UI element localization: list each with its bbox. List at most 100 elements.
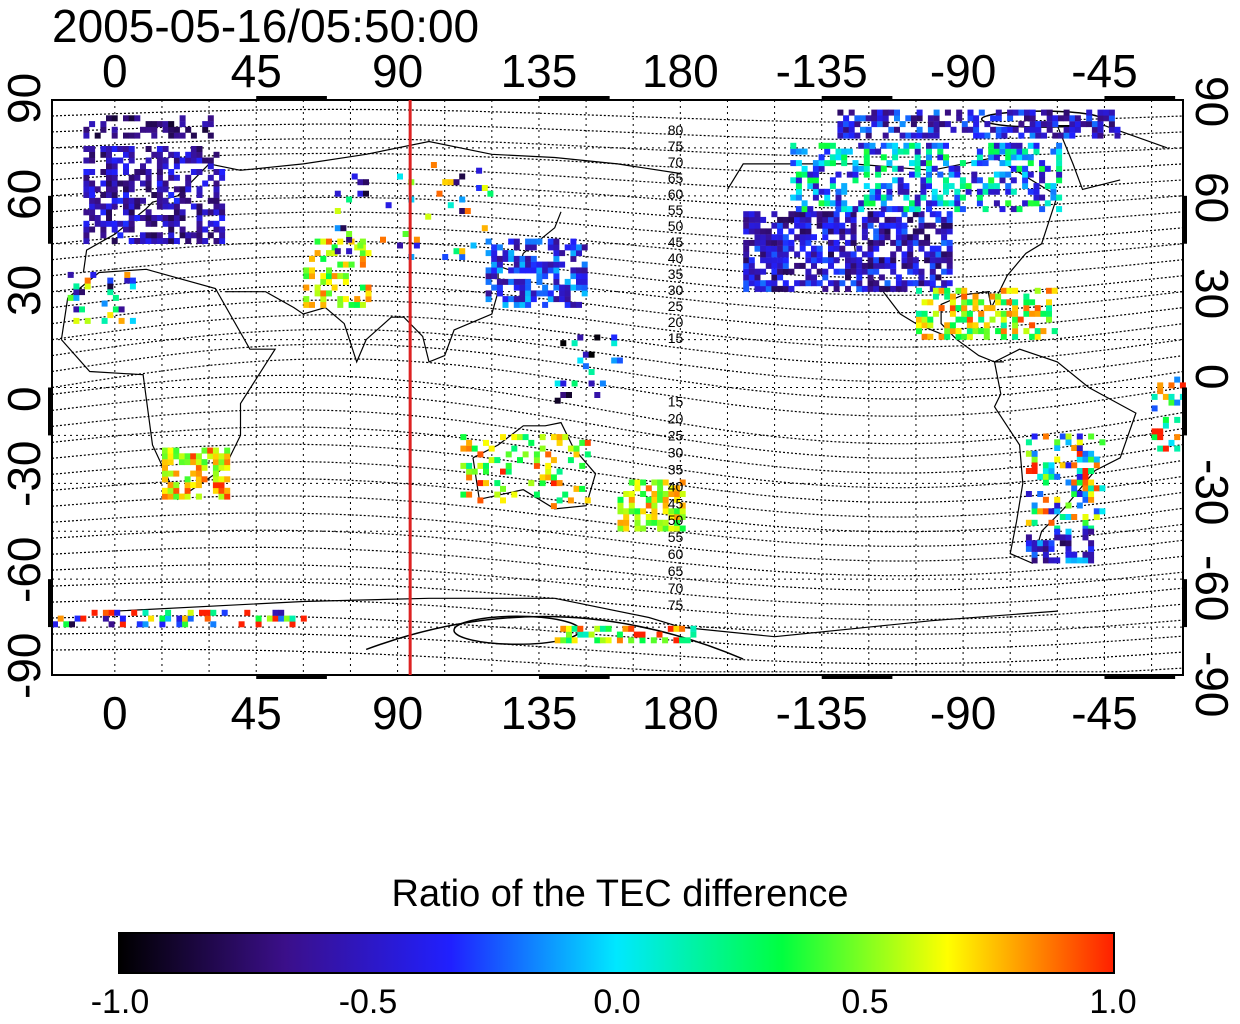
tec-pixel (204, 609, 211, 616)
tec-pixel (533, 457, 540, 464)
tec-pixel (508, 296, 515, 303)
tec-pixel (123, 209, 129, 216)
tec-pixel (436, 190, 443, 197)
tec-pixel (628, 491, 635, 497)
tec-pixel (326, 267, 332, 274)
tec-pixel (903, 206, 910, 213)
tec-pixel (901, 257, 908, 264)
tec-pixel (218, 459, 225, 466)
tec-pixel (668, 491, 675, 497)
tec-pixel (123, 192, 129, 198)
tec-pixel (570, 301, 577, 308)
tec-pixel (1039, 194, 1046, 201)
contour-line (51, 460, 1184, 518)
tec-pixel (505, 462, 512, 469)
tec-pixel (861, 222, 868, 229)
tec-pixel (485, 290, 492, 297)
tec-pixel (1071, 491, 1078, 497)
tec-pixel (224, 464, 231, 471)
tec-pixel (500, 485, 506, 492)
tec-pixel (662, 479, 669, 486)
tec-pixel (929, 251, 936, 258)
tec-pixel (1031, 519, 1038, 526)
tec-pixel (628, 508, 635, 515)
tec-pixel (651, 491, 658, 497)
tec-pixel (320, 296, 327, 303)
tec-pixel (944, 293, 951, 300)
tec-pixel (1071, 479, 1078, 486)
tec-pixel (1022, 200, 1029, 207)
tec-pixel (616, 357, 623, 364)
tec-pixel (539, 434, 546, 441)
longitude-tick-label: -90 (929, 45, 997, 97)
tec-pixel (111, 180, 118, 187)
tec-pixel (640, 508, 647, 515)
tec-pixel (89, 203, 96, 210)
tec-pixel (380, 236, 386, 243)
tec-pixel (224, 493, 231, 500)
tec-pixel (1023, 293, 1030, 300)
tec-pixel (833, 285, 840, 292)
tec-pixel (673, 625, 680, 632)
tec-pixel (173, 186, 180, 193)
tec-pixel (805, 228, 812, 235)
tec-pixel (553, 250, 560, 257)
tec-pixel (576, 284, 582, 291)
tec-pixel (935, 216, 942, 223)
tec-pixel (83, 238, 90, 244)
tec-pixel (1082, 557, 1089, 564)
tec-pixel (162, 470, 168, 477)
tec-pixel (782, 245, 789, 252)
tec-pixel (748, 239, 755, 246)
tec-pixel (944, 109, 951, 116)
tec-pixel (754, 228, 761, 235)
tec-pixel (811, 211, 817, 218)
tec-pixel (760, 216, 767, 223)
tec-pixel (1097, 121, 1104, 128)
tec-data-pixels (52, 109, 1186, 644)
tec-pixel (1103, 115, 1110, 122)
grid-lines (52, 100, 1183, 675)
tec-pixel (202, 209, 209, 216)
tec-pixel (1168, 393, 1175, 400)
tec-pixel (539, 445, 546, 452)
tec-pixel (528, 439, 535, 446)
tec-pixel (657, 496, 664, 503)
tec-pixel (207, 174, 214, 181)
tec-pixel (1027, 154, 1034, 161)
tec-pixel (425, 213, 432, 220)
tec-pixel (131, 609, 138, 616)
tec-pixel (182, 621, 189, 628)
tec-pixel (918, 280, 925, 287)
tec-pixel (999, 160, 1006, 167)
tec-pixel (1023, 310, 1030, 317)
tec-pixel (1114, 132, 1121, 139)
tec-pixel (816, 222, 823, 229)
tec-pixel (924, 280, 931, 287)
tec-pixel (854, 121, 861, 128)
tec-pixel (83, 157, 90, 164)
tec-pixel (657, 479, 664, 486)
tec-pixel (837, 126, 844, 133)
tec-pixel (485, 267, 492, 274)
tec-pixel (129, 283, 136, 290)
tick-bar (48, 579, 53, 628)
tec-pixel (89, 192, 96, 198)
tec-pixel (875, 171, 882, 178)
contour-line (51, 240, 1184, 279)
tec-pixel (748, 268, 755, 275)
tec-pixel (508, 255, 515, 262)
tec-pixel (567, 445, 574, 452)
tec-pixel (201, 459, 208, 466)
tec-pixel (309, 273, 315, 280)
tec-pixel (1039, 160, 1046, 167)
tec-pixel (167, 482, 174, 489)
contour-line (51, 632, 1184, 665)
tec-pixel (882, 109, 889, 116)
tec-pixel (162, 487, 168, 494)
tec-pixel (760, 245, 767, 252)
tec-pixel (617, 508, 624, 515)
tec-pixel (579, 462, 586, 469)
tec-map: 8075706560555045403530252015152025303540… (48, 96, 1187, 679)
tec-pixel (1042, 540, 1049, 547)
